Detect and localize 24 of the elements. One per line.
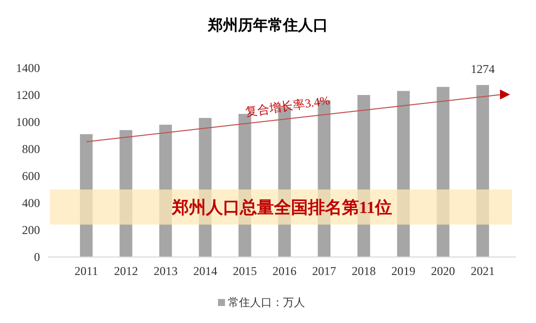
- x-tick-label: 2012: [114, 264, 138, 278]
- y-tick-label: 1400: [16, 61, 40, 75]
- band-label: 郑州人口总量全国排名第11位: [170, 198, 392, 218]
- x-tick-label: 2011: [74, 264, 98, 278]
- x-tick-label: 2019: [391, 264, 416, 278]
- y-tick-label: 1000: [16, 115, 40, 129]
- x-tick-label: 2020: [431, 264, 456, 278]
- x-tick-label: 2018: [352, 264, 376, 278]
- chart-title: 郑州历年常住人口: [207, 17, 328, 34]
- y-tick-label: 1200: [16, 88, 40, 102]
- y-tick-label: 400: [22, 196, 40, 210]
- data-label: 1274: [470, 62, 495, 76]
- y-tick-label: 600: [22, 169, 40, 183]
- y-tick-label: 0: [34, 250, 40, 264]
- legend-label: 常住人口：万人: [228, 296, 305, 309]
- annotation: 复合增长率3.4%: [244, 93, 331, 119]
- x-tick-label: 2021: [470, 264, 495, 278]
- x-tick-label: 2017: [312, 264, 336, 278]
- y-tick-label: 200: [22, 223, 40, 237]
- x-tick-label: 2014: [193, 264, 218, 278]
- x-tick-label: 2013: [154, 264, 178, 278]
- y-tick-label: 800: [22, 142, 40, 156]
- x-tick-label: 2016: [272, 264, 296, 278]
- x-tick-label: 2015: [232, 264, 257, 278]
